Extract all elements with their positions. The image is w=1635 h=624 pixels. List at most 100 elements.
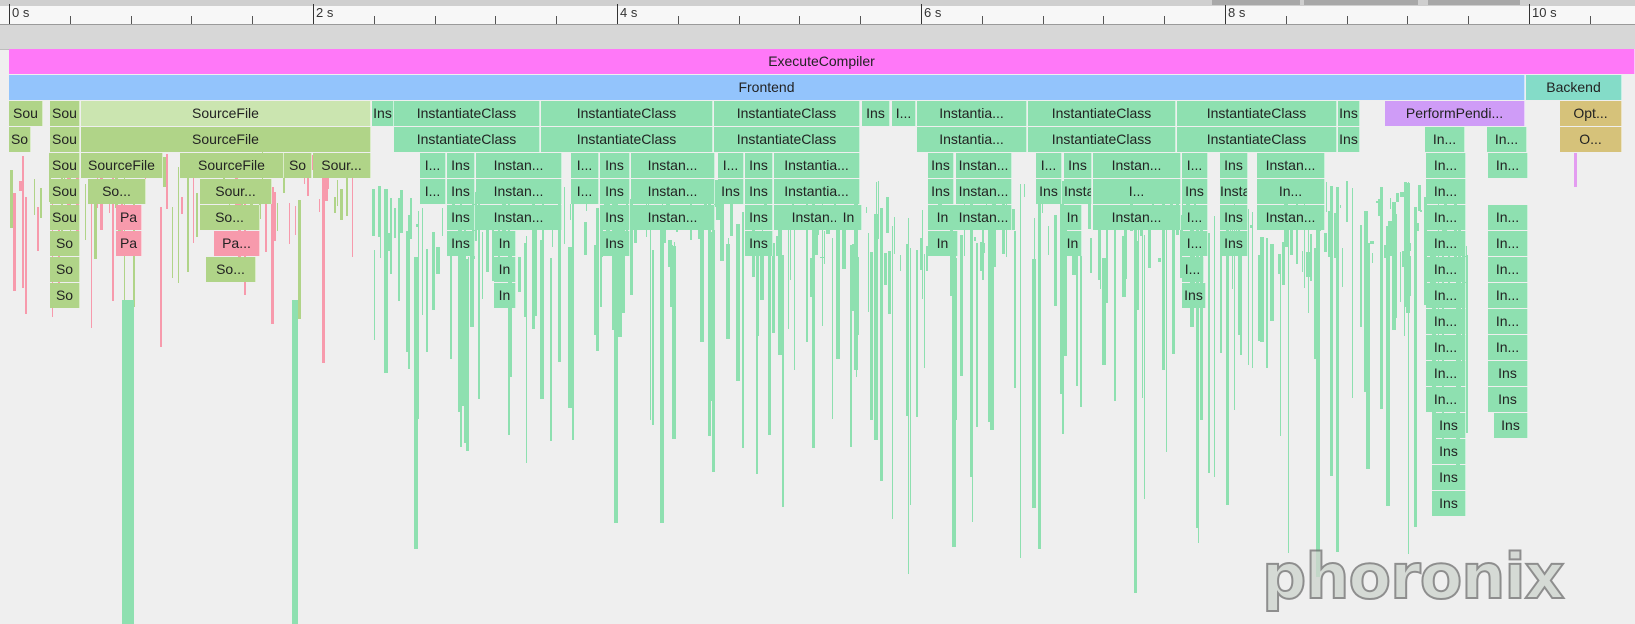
flame-frame[interactable]: O... [1560, 127, 1622, 152]
flame-frame[interactable]: Ins [372, 101, 394, 126]
flame-frame[interactable]: InstantiateClass [1177, 101, 1337, 126]
flame-frame[interactable]: InstantiateClass [541, 127, 713, 152]
flame-frame[interactable]: Ins [447, 153, 475, 178]
flame-frame[interactable]: In... [1425, 127, 1465, 152]
flame-frame[interactable]: Sou [50, 127, 80, 152]
flame-frame[interactable]: In... [1426, 231, 1466, 256]
flame-frame[interactable]: I... [1182, 205, 1208, 230]
flame-frame[interactable]: InstantiateClass [394, 101, 540, 126]
flame-frame[interactable]: ExecuteCompiler [9, 49, 1635, 74]
flame-frame[interactable]: In... [1426, 257, 1466, 282]
flame-frame[interactable]: Pa [116, 231, 142, 256]
flame-frame[interactable]: Instantia... [774, 153, 860, 178]
flame-frame[interactable]: Instantia... [774, 179, 860, 204]
flame-frame[interactable]: Ins [718, 179, 744, 204]
flame-frame[interactable]: Ins [1182, 179, 1208, 204]
flame-frame[interactable]: Ins [1432, 413, 1466, 438]
flame-frame[interactable]: In [928, 205, 958, 230]
flame-frame[interactable]: In... [1426, 335, 1466, 360]
flame-frame[interactable]: Sou [50, 179, 80, 204]
flame-frame[interactable]: Ins [1182, 283, 1206, 308]
flame-frame[interactable]: I... [571, 179, 599, 204]
flame-frame[interactable]: In [836, 205, 862, 230]
flame-frame[interactable]: I... [1093, 179, 1181, 204]
flame-frame[interactable]: InstantiateClass [541, 101, 713, 126]
flame-frame[interactable]: Ins [1488, 361, 1528, 386]
flame-frame[interactable]: In... [1426, 283, 1466, 308]
flame-frame[interactable]: I... [1182, 231, 1208, 256]
flame-frame[interactable]: I... [571, 153, 599, 178]
flame-frame[interactable]: Ins [745, 179, 773, 204]
flame-frame[interactable]: In [928, 231, 958, 256]
flame-frame[interactable]: SourceFile [81, 153, 163, 178]
flame-frame[interactable]: So [50, 283, 80, 308]
flame-frame[interactable]: Instan... [1220, 179, 1248, 204]
flame-frame[interactable]: InstantiateClass [394, 127, 540, 152]
flame-frame[interactable]: In... [1426, 361, 1466, 386]
flame-frame[interactable]: So... [200, 205, 260, 230]
flame-frame[interactable]: Sour... [313, 153, 371, 178]
flame-frame[interactable]: Instan... [956, 205, 1012, 230]
flame-frame[interactable]: In... [1488, 335, 1528, 360]
flame-frame[interactable]: Instan... [1064, 179, 1092, 204]
flame-frame[interactable]: Ins [1432, 465, 1466, 490]
flame-frame[interactable]: Ins [600, 153, 630, 178]
flame-frame[interactable]: Instan... [631, 153, 715, 178]
flame-frame[interactable]: I... [892, 101, 916, 126]
flame-frame[interactable]: I... [1036, 153, 1062, 178]
flame-frame[interactable]: InstantiateClass [714, 101, 860, 126]
flame-frame[interactable]: Ins [745, 205, 773, 230]
flame-frame[interactable]: In... [1488, 257, 1528, 282]
flame-frame[interactable]: In [494, 231, 516, 256]
flame-frame[interactable]: Instan... [1257, 153, 1325, 178]
flame-frame[interactable]: Ins [447, 179, 475, 204]
flame-frame[interactable]: Ins [1338, 127, 1360, 152]
flame-frame[interactable]: Instan... [956, 179, 1012, 204]
flame-frame[interactable]: In... [1426, 153, 1466, 178]
flame-frame[interactable]: In [494, 283, 516, 308]
flame-frame[interactable]: Instantia... [917, 101, 1027, 126]
flame-frame[interactable]: In... [1426, 179, 1466, 204]
flame-frame[interactable]: Instan... [1257, 205, 1325, 230]
flame-frame[interactable]: Ins [1432, 491, 1466, 516]
flame-frame[interactable]: Ins [928, 153, 954, 178]
flame-frame[interactable]: Ins [745, 231, 773, 256]
flame-frame[interactable]: Ins [600, 205, 630, 230]
flame-frame[interactable]: So [9, 127, 31, 152]
flame-frame[interactable]: In... [1426, 387, 1466, 412]
flame-frame[interactable]: So [284, 153, 312, 178]
flame-frame[interactable]: In... [1488, 153, 1528, 178]
flame-frame[interactable]: Sou [50, 153, 80, 178]
flame-frame[interactable]: Frontend [9, 75, 1525, 100]
flame-frame[interactable]: Ins [1220, 153, 1248, 178]
flame-frame[interactable]: Ins [447, 205, 475, 230]
flame-frame[interactable]: InstantiateClass [1028, 101, 1176, 126]
flame-frame[interactable]: Ins [1432, 439, 1466, 464]
flame-frame[interactable]: Pa... [214, 231, 260, 256]
flame-frame[interactable]: In... [1488, 205, 1528, 230]
flame-frame[interactable]: Ins [1338, 101, 1360, 126]
flame-frame[interactable]: In... [1426, 205, 1466, 230]
flame-frame[interactable]: In [1064, 205, 1082, 230]
flame-frame[interactable]: In... [1488, 231, 1528, 256]
flame-frame[interactable]: Ins [862, 101, 890, 126]
flame-frame[interactable]: Instantia... [917, 127, 1027, 152]
flame-frame[interactable]: In [1064, 231, 1082, 256]
flame-frame[interactable]: SourceFile [81, 127, 371, 152]
flame-frame[interactable]: Instan... [476, 179, 562, 204]
flame-frame[interactable]: Ins [1064, 153, 1092, 178]
flame-frame[interactable]: Ins [1036, 179, 1062, 204]
flame-frame[interactable]: Instan... [476, 205, 562, 230]
flame-frame[interactable]: PerformPendi... [1385, 101, 1525, 126]
flame-frame[interactable]: Ins [928, 179, 954, 204]
flame-frame[interactable]: Sou [50, 101, 80, 126]
flame-frame[interactable]: So... [206, 257, 256, 282]
flame-frame[interactable]: Ins [600, 179, 630, 204]
flame-frame[interactable]: Pa [116, 205, 142, 230]
flame-frame[interactable]: Instan... [631, 179, 715, 204]
flame-frame[interactable]: Ins [745, 153, 773, 178]
flame-frame[interactable]: In... [1487, 127, 1527, 152]
flame-frame[interactable]: Ins [1220, 205, 1248, 230]
flame-frame[interactable]: In... [1488, 309, 1528, 334]
flame-frame[interactable]: Instan... [631, 205, 715, 230]
